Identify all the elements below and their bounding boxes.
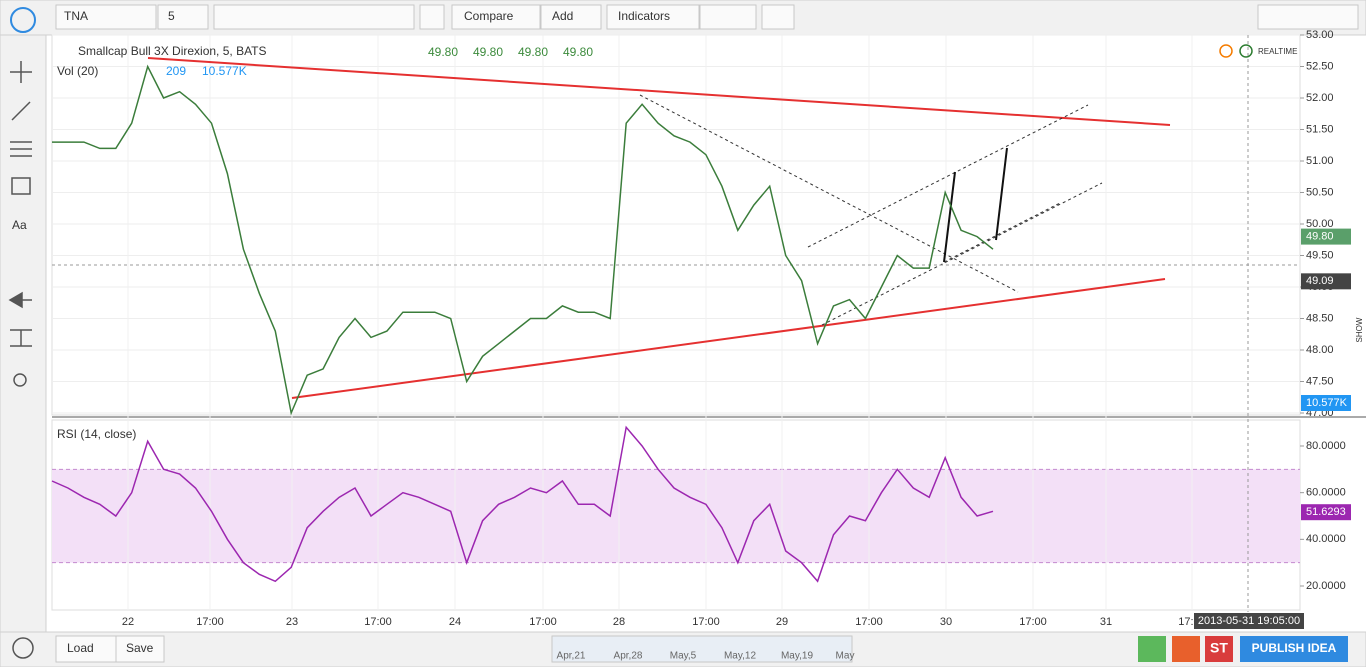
navigator-label: May,5: [670, 651, 697, 662]
y-tick-label: 80.0000: [1306, 440, 1346, 452]
x-tick-label: 30: [940, 616, 952, 628]
left-sidebar: [0, 35, 46, 632]
y-tick-label: 48.50: [1306, 312, 1334, 324]
rsi-title: RSI (14, close): [57, 427, 136, 441]
twitter-button[interactable]: [1172, 636, 1200, 662]
x-tick-label: 17:00: [364, 616, 392, 628]
indicators-label: Indicators: [618, 9, 670, 23]
y-tick-label: 51.00: [1306, 155, 1334, 167]
y-tick-label: 47.50: [1306, 375, 1334, 387]
y-tick-label: 20.0000: [1306, 580, 1346, 592]
add-label: Add: [552, 9, 573, 23]
cursor-time: 2013-05-31 19:05:00: [1198, 615, 1300, 627]
price-tag-label: 51.6293: [1306, 506, 1346, 518]
volume-value: 10.577K: [202, 64, 247, 78]
x-tick-label: 22: [122, 616, 134, 628]
alert-button[interactable]: [762, 5, 794, 29]
compare-label: Compare: [464, 9, 514, 23]
snapshot-button[interactable]: [1138, 636, 1166, 662]
load-label: Load: [67, 641, 94, 655]
publish-label: PUBLISH IDEA: [1252, 641, 1337, 655]
save-label: Save: [126, 641, 154, 655]
x-tick-label: 17:00: [692, 616, 720, 628]
ohlc-value: 49.80: [563, 45, 593, 59]
symbol: TNA: [64, 9, 88, 23]
realtime-label: REALTIME: [1258, 47, 1297, 56]
y-tick-label: 50.50: [1306, 186, 1334, 198]
y-tick-label: 53.00: [1306, 29, 1334, 41]
ohlc-value: 49.80: [428, 45, 458, 59]
navigator-label: Apr,28: [614, 651, 643, 662]
x-tick-label: 23: [286, 616, 298, 628]
symbol-title: Smallcap Bull 3X Direxion, 5, BATS: [78, 44, 267, 58]
navigator-label: Apr,21: [557, 651, 586, 662]
rsi-band: [52, 469, 1300, 562]
settings-button[interactable]: [420, 5, 444, 29]
navigator-label: May,12: [724, 651, 756, 662]
x-tick-label: 28: [613, 616, 625, 628]
x-tick-label: 17:00: [855, 616, 883, 628]
y-tick-label: 52.50: [1306, 60, 1334, 72]
x-tick-label: 31: [1100, 616, 1112, 628]
navigator-label: May,19: [781, 651, 813, 662]
y-tick-label: 52.00: [1306, 92, 1334, 104]
volume-tag-label: 10.577K: [1306, 397, 1348, 409]
show-label[interactable]: SHOW: [1355, 317, 1364, 342]
x-tick-label: 17:00: [1019, 616, 1047, 628]
ohlc-value: 49.80: [473, 45, 503, 59]
text-tool[interactable]: Aa: [12, 218, 27, 232]
interval-select[interactable]: [158, 5, 208, 29]
undo-redo-fullscreen[interactable]: [1258, 5, 1358, 29]
interval: 5: [168, 9, 175, 23]
price-tag-label: 49.09: [1306, 275, 1334, 287]
price-tag-label: 49.80: [1306, 231, 1334, 243]
y-tick-label: 48.00: [1306, 344, 1334, 356]
volume-value: 209: [166, 64, 186, 78]
stocktwits-label: ST: [1210, 640, 1228, 656]
y-tick-label: 50.00: [1306, 218, 1334, 230]
x-tick-label: 17:00: [529, 616, 557, 628]
x-tick-label: 24: [449, 616, 461, 628]
drawings-button[interactable]: [700, 5, 756, 29]
volume-title: Vol (20): [57, 64, 98, 78]
y-tick-label: 51.50: [1306, 123, 1334, 135]
navigator-label: May: [836, 651, 855, 662]
y-tick-label: 60.0000: [1306, 487, 1346, 499]
chart-style-buttons[interactable]: [214, 5, 414, 29]
x-tick-label: 29: [776, 616, 788, 628]
y-tick-label: 40.0000: [1306, 533, 1346, 545]
y-tick-label: 49.50: [1306, 249, 1334, 261]
x-tick-label: 17:00: [196, 616, 224, 628]
ohlc-value: 49.80: [518, 45, 548, 59]
